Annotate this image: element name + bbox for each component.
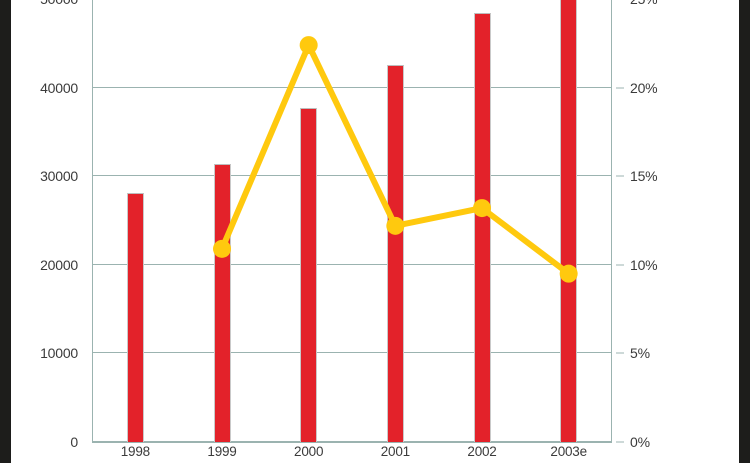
y-axis-right-line — [611, 0, 612, 442]
bar-1998 — [126, 193, 144, 442]
left-tick-label: 10000 — [40, 345, 78, 362]
right-tick-dash — [616, 264, 624, 266]
axis-baseline — [92, 441, 612, 443]
x-axis-categories: 1998 1999 2000 2001 2002 2003e — [92, 444, 612, 463]
right-percent-axis: 0% 5% 10% 15% 20% 25% — [616, 0, 736, 450]
right-tick-dash — [616, 87, 624, 89]
gridline — [92, 263, 612, 265]
bar-2000 — [300, 107, 318, 442]
x-label-2000: 2000 — [294, 444, 324, 459]
line-marker-2000 — [299, 36, 318, 55]
line-marker-2003e — [559, 264, 578, 283]
gridline — [92, 175, 612, 177]
line-marker-2001 — [386, 216, 405, 235]
bar-2001 — [386, 65, 404, 442]
bar-2003e — [560, 0, 578, 442]
right-tick-label: 15% — [630, 168, 658, 185]
x-label-1999: 1999 — [207, 444, 237, 459]
bar-2002 — [473, 13, 491, 442]
right-tick-label: 20% — [630, 79, 658, 96]
left-tick-label: 20000 — [40, 256, 78, 273]
gridline — [92, 352, 612, 354]
right-tick-label: 0% — [630, 434, 650, 450]
x-label-2001: 2001 — [380, 444, 410, 459]
percent-line-series — [213, 36, 578, 283]
left-tick-label: 30000 — [40, 168, 78, 185]
left-value-axis: 0 10000 20000 30000 40000 50000 — [0, 0, 86, 450]
left-tick-label: 0 — [70, 434, 78, 450]
plot-area — [92, 0, 612, 443]
gridline — [92, 86, 612, 88]
left-tick-label: 50000 — [40, 0, 86, 7]
right-tick-dash — [616, 441, 624, 443]
page-edge-left — [0, 0, 11, 463]
x-label-1998: 1998 — [120, 444, 150, 459]
right-tick-label: 5% — [630, 345, 650, 362]
line-marker-2002 — [473, 199, 491, 218]
left-tick-label: 40000 — [40, 79, 78, 96]
percent-line-path — [219, 42, 572, 277]
page-edge-right — [739, 0, 750, 463]
x-label-2003e: 2003e — [550, 444, 587, 459]
line-marker-1999 — [213, 239, 231, 258]
y-axis-left-line — [92, 0, 93, 442]
right-tick-label: 25% — [630, 0, 658, 7]
right-tick-dash — [616, 175, 624, 177]
x-label-2002: 2002 — [467, 444, 497, 459]
right-tick-dash — [616, 352, 624, 354]
right-tick-label: 10% — [630, 256, 658, 273]
